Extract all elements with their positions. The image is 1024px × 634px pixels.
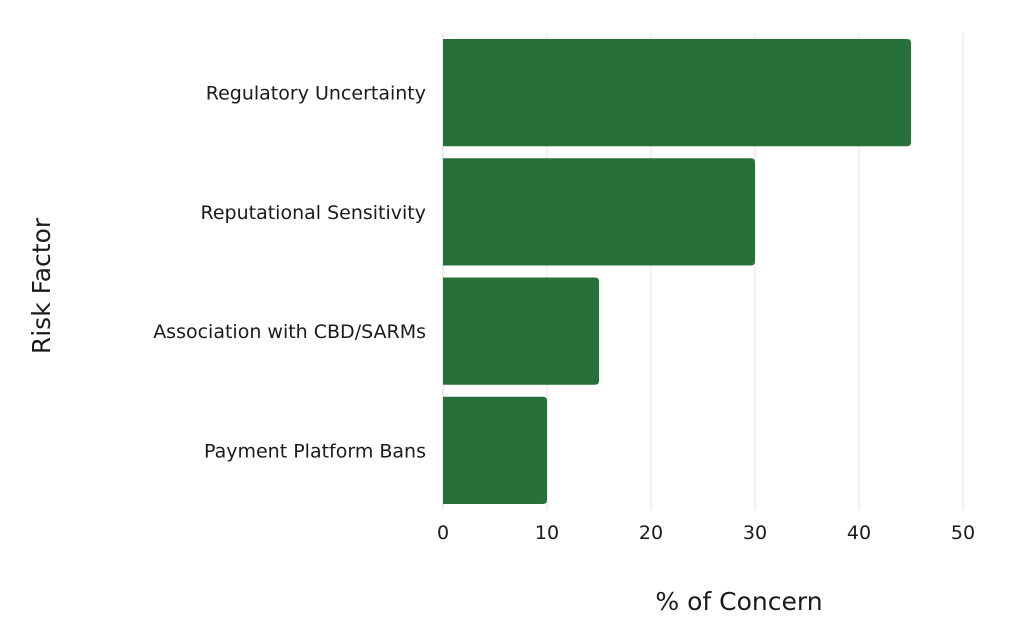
category-label-reputational-sensitivity: Reputational Sensitivity — [200, 202, 426, 224]
x-tick-labels: 0 10 20 30 40 50 — [437, 522, 975, 544]
category-label-association-with-cbd-sarms: Association with CBD/SARMs — [153, 321, 426, 343]
bar-association-with-cbd-sarms — [443, 277, 599, 385]
bars — [443, 38, 911, 505]
x-tick-label-10: 10 — [535, 522, 559, 544]
x-tick-label-30: 30 — [743, 522, 767, 544]
x-tick-label-0: 0 — [437, 522, 449, 544]
category-label-regulatory-uncertainty: Regulatory Uncertainty — [206, 83, 426, 105]
bar-payment-platform-bans — [443, 396, 547, 505]
bar-regulatory-uncertainty — [443, 38, 911, 147]
y-axis-title: Risk Factor — [27, 217, 56, 354]
bar-reputational-sensitivity — [443, 158, 755, 266]
x-tick-label-50: 50 — [951, 522, 975, 544]
x-tick-label-20: 20 — [639, 522, 663, 544]
x-axis-title: % of Concern — [655, 587, 822, 616]
category-label-payment-platform-bans: Payment Platform Bans — [204, 440, 426, 462]
category-labels: Regulatory Uncertainty Reputational Sensi… — [153, 83, 426, 463]
x-tick-label-40: 40 — [847, 522, 871, 544]
